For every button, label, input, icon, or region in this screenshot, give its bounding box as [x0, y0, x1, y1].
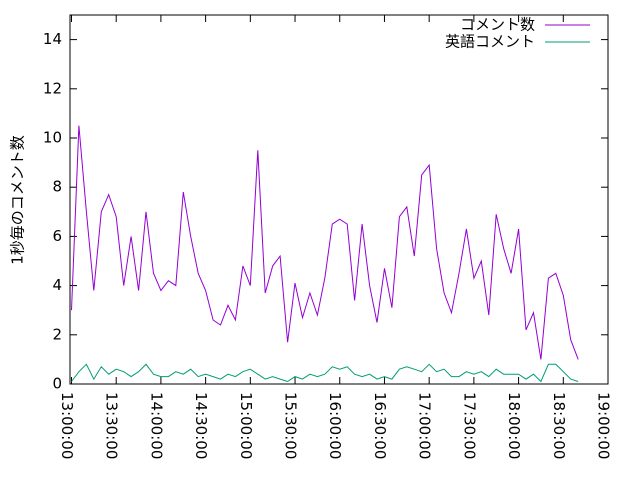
series-line [71, 363, 579, 383]
x-tick-label: 16:30:00 [371, 392, 389, 459]
series-line [71, 125, 579, 360]
y-tick-label: 0 [52, 375, 62, 393]
x-tick-label: 19:00:00 [595, 392, 613, 459]
legend-label: 英語コメント [445, 33, 535, 51]
x-tick-label: 15:30:00 [282, 392, 300, 459]
y-tick-label: 8 [52, 178, 62, 196]
x-tick-label: 18:00:00 [505, 392, 523, 459]
x-tick-label: 14:30:00 [192, 392, 210, 459]
plot-border [69, 14, 609, 385]
x-tick-label: 14:00:00 [147, 392, 165, 459]
legend-label: コメント数 [460, 16, 535, 34]
x-tick-label: 15:00:00 [237, 392, 255, 459]
y-tick-label: 4 [52, 276, 62, 294]
y-tick-label: 10 [43, 129, 62, 147]
y-tick-label: 6 [52, 227, 62, 245]
x-tick-label: 17:00:00 [416, 392, 434, 459]
x-tick-label: 17:30:00 [460, 392, 478, 459]
y-tick-label: 14 [43, 30, 62, 48]
x-tick-label: 13:00:00 [58, 392, 76, 459]
y-tick-label: 12 [43, 79, 62, 97]
y-axis-label: 1秒毎のコメント数 [9, 135, 27, 265]
y-tick-label: 2 [52, 325, 62, 343]
x-tick-label: 16:00:00 [326, 392, 344, 459]
x-tick-label: 13:30:00 [103, 392, 121, 459]
x-tick-label: 18:30:00 [550, 392, 568, 459]
